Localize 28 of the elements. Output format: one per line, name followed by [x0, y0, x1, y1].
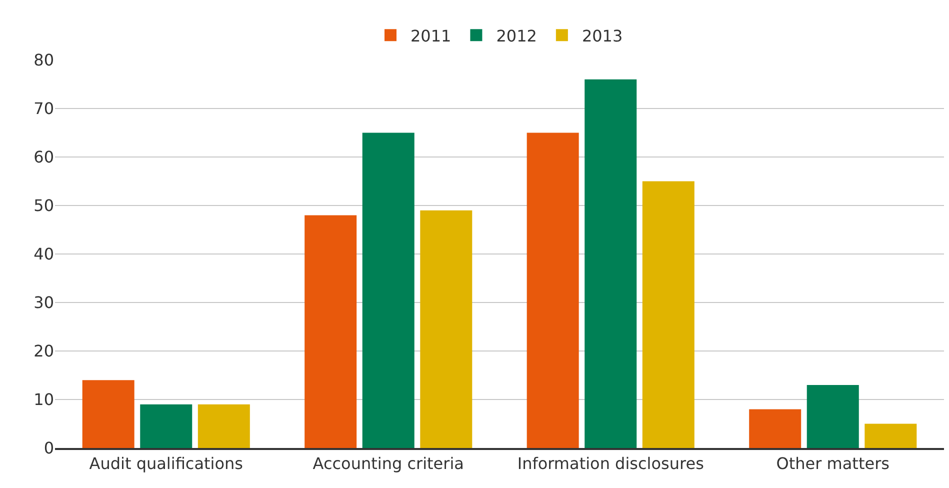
- y-tick-label: 40: [34, 244, 54, 264]
- y-tick-label: 80: [34, 50, 54, 70]
- y-tick-label: 70: [34, 99, 54, 118]
- bar: [304, 215, 357, 448]
- bar: [864, 424, 917, 448]
- bar: [642, 181, 694, 448]
- bar: [140, 404, 192, 448]
- y-tick-label: 20: [34, 342, 54, 361]
- legend-label: 2012: [496, 26, 537, 46]
- bar: [806, 384, 859, 448]
- bar: [420, 210, 472, 448]
- x-tick-label: Accounting criteria: [312, 454, 464, 473]
- legend-label: 2011: [410, 26, 452, 46]
- y-tick-label: 0: [44, 438, 54, 458]
- bar: [82, 380, 134, 448]
- y-tick-label: 60: [34, 148, 54, 167]
- bar: [526, 132, 579, 448]
- x-tick-label: Information disclosures: [517, 454, 704, 473]
- bar: [198, 404, 250, 448]
- legend-label: 2013: [582, 26, 623, 46]
- bar: [584, 79, 637, 448]
- y-tick-label: 10: [34, 390, 54, 410]
- y-tick-label: 30: [34, 293, 54, 312]
- bar: [362, 132, 414, 448]
- x-tick-label: Other matters: [776, 454, 890, 473]
- x-tick-label: Audit qualifications: [89, 454, 243, 473]
- bar: [749, 409, 802, 448]
- y-tick-label: 50: [34, 196, 54, 216]
